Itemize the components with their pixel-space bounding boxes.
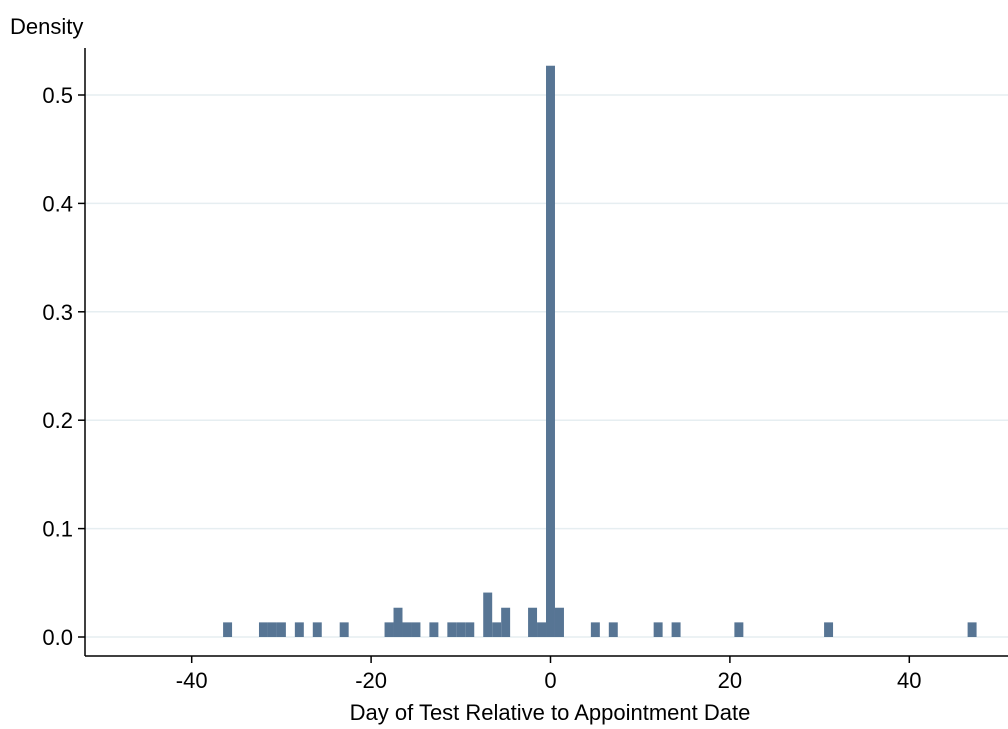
- bar-10: [411, 622, 421, 637]
- bar-14: [465, 622, 475, 637]
- y-axis-title: Density: [10, 14, 83, 39]
- bar-8: [393, 607, 403, 637]
- bar-28: [967, 622, 977, 637]
- x-tick-label: 40: [897, 668, 921, 693]
- bar-18: [528, 607, 538, 637]
- bar-26: [734, 622, 744, 637]
- bar-12: [447, 622, 457, 637]
- x-axis-ticks: -40 -20 0 20 40: [176, 656, 922, 693]
- bar-21: [554, 607, 564, 637]
- bar-22: [590, 622, 600, 637]
- bar-25: [671, 622, 681, 637]
- y-axis-ticks: 0.0 0.1 0.2 0.3 0.4 0.5: [42, 83, 85, 650]
- x-tick-label: 20: [718, 668, 742, 693]
- bar-9: [402, 622, 412, 637]
- y-tick-label: 0.4: [42, 191, 73, 216]
- y-tick-label: 0.1: [42, 517, 73, 542]
- bar-23: [608, 622, 618, 637]
- bar-17: [501, 607, 511, 637]
- bar-1: [258, 622, 268, 637]
- bar-19: [537, 622, 547, 637]
- bar-4: [294, 622, 304, 637]
- bar-15: [483, 592, 493, 637]
- bar-24: [653, 622, 663, 637]
- x-tick-label: -20: [355, 668, 387, 693]
- y-tick-label: 0.3: [42, 300, 73, 325]
- y-tick-label: 0.2: [42, 408, 73, 433]
- bar-11: [429, 622, 439, 637]
- bar-0: [223, 622, 233, 637]
- y-tick-label: 0.5: [42, 83, 73, 108]
- bar-3: [276, 622, 286, 637]
- bar-13: [456, 622, 466, 637]
- bars: [223, 65, 977, 638]
- bar-6: [339, 622, 349, 637]
- x-axis-title: Day of Test Relative to Appointment Date: [350, 700, 751, 725]
- x-tick-label: -40: [176, 668, 208, 693]
- bar-7: [384, 622, 394, 637]
- bar-5: [312, 622, 322, 637]
- bar-16: [492, 622, 502, 637]
- bar-27: [824, 622, 834, 637]
- y-tick-label: 0.0: [42, 625, 73, 650]
- bar-20: [546, 65, 555, 638]
- x-tick-label: 0: [544, 668, 556, 693]
- bar-2: [267, 622, 277, 637]
